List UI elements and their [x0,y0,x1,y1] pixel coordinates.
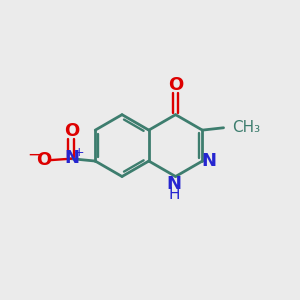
Text: −: − [28,146,41,164]
Text: N: N [201,152,216,170]
Text: N: N [167,175,182,193]
Text: O: O [36,151,51,169]
Text: H: H [168,187,180,202]
Text: O: O [64,122,79,140]
Text: N: N [64,148,79,166]
Text: CH₃: CH₃ [232,120,260,135]
Text: +: + [74,146,84,159]
Text: O: O [168,76,183,94]
